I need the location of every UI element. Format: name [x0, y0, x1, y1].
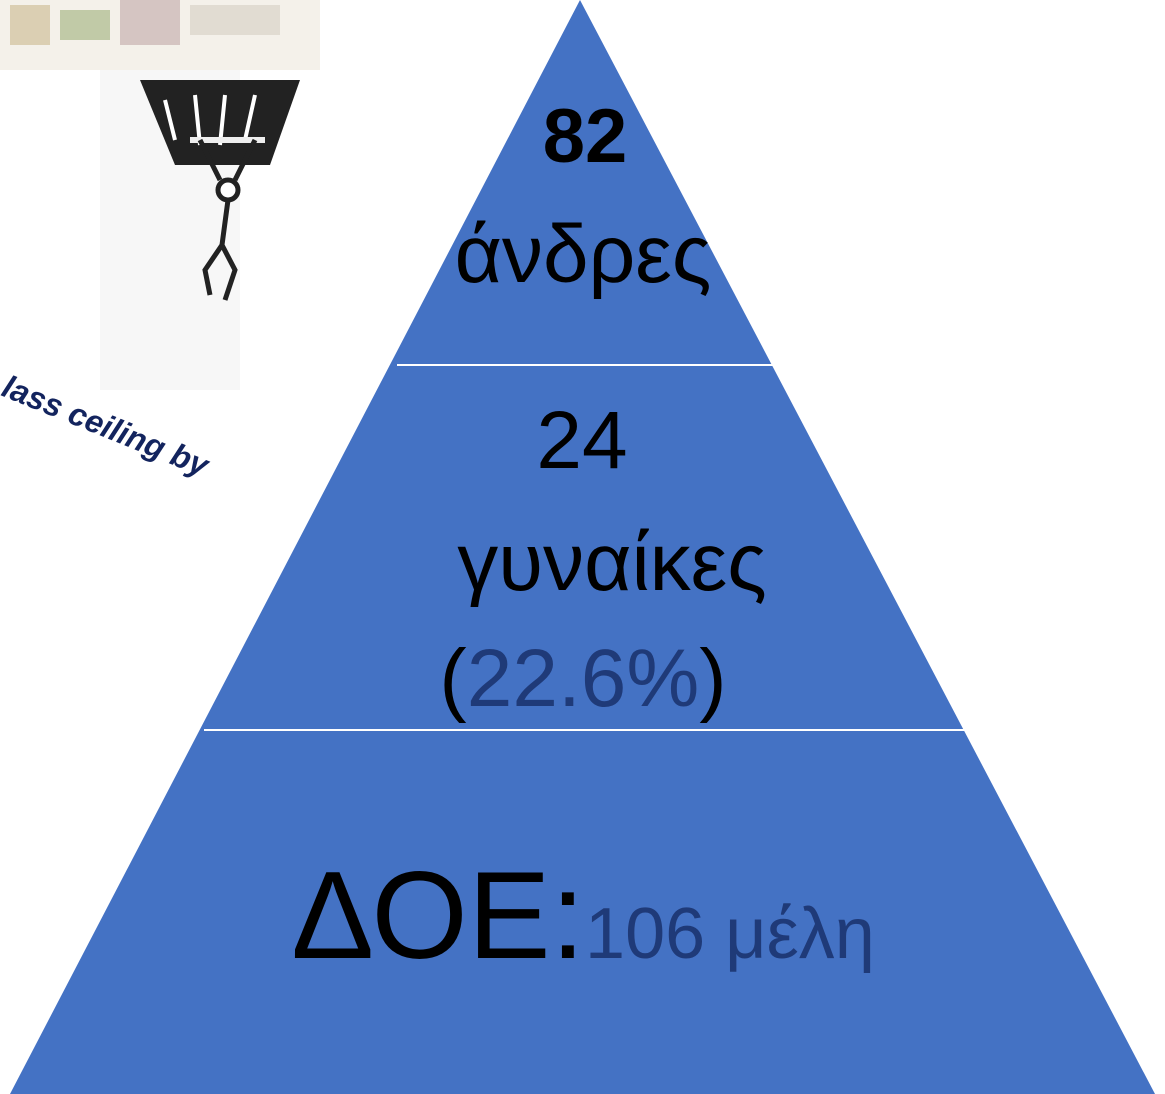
share: 22.6%	[467, 633, 700, 724]
paren: )	[699, 633, 726, 724]
members: 106 μέλη	[585, 894, 875, 974]
top-number: 82	[543, 94, 628, 179]
organization: ΔΟΕ:	[291, 847, 585, 985]
word-cloud-image	[0, 0, 320, 70]
middle-share: (22.6%)	[439, 633, 726, 724]
slide: lass ceiling by 82 άνδρες 24 γυναίκες (2…	[0, 0, 1165, 1094]
cartoon-image	[100, 70, 300, 390]
middle-label: γυναίκες	[457, 517, 767, 608]
middle-number: 24	[536, 395, 627, 486]
top-label: άνδρες	[455, 209, 712, 300]
paren: (	[439, 633, 466, 724]
page: {"caption": "lass ceiling by", "pyramid"…	[0, 0, 1165, 1094]
